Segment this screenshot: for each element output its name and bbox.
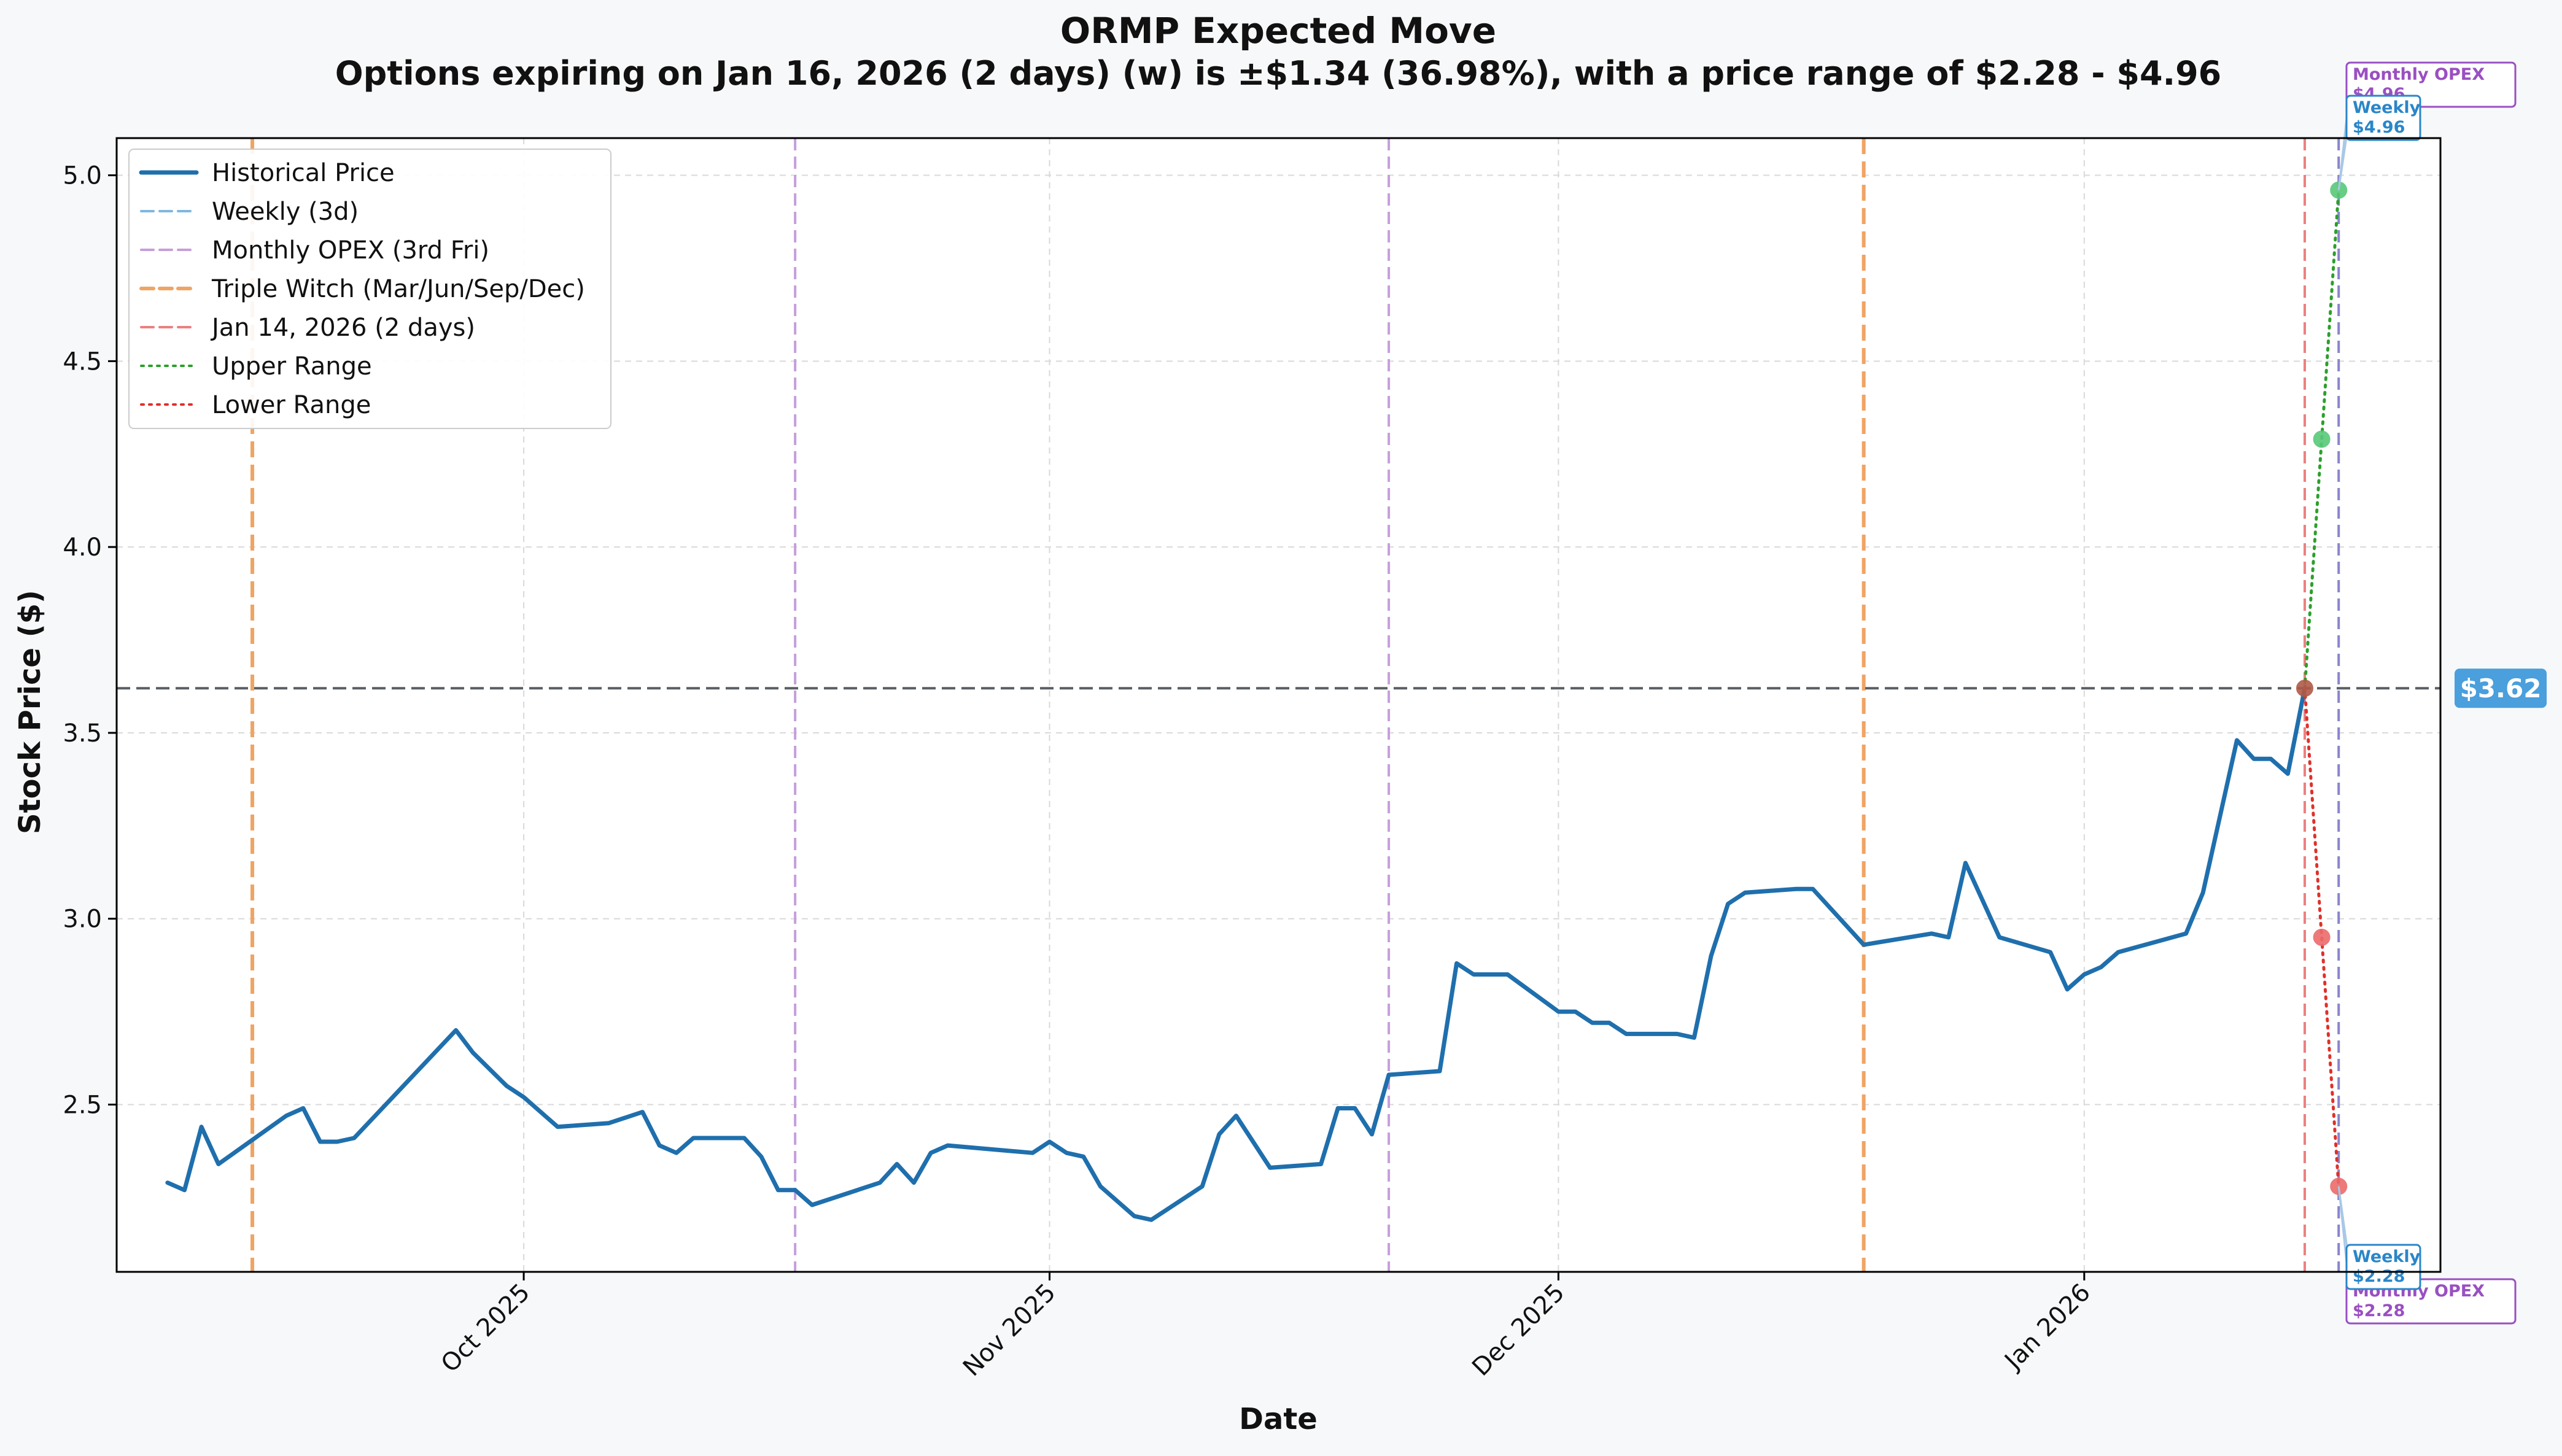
annotation-text: Weekly	[2353, 1247, 2421, 1266]
annotation-text: Weekly	[2353, 98, 2421, 117]
range-marker	[2313, 928, 2331, 946]
legend-label: Weekly (3d)	[212, 198, 359, 226]
y-tick-label: 5.0	[63, 162, 102, 190]
legend-box	[128, 149, 611, 429]
legend-label: Upper Range	[212, 352, 372, 381]
chart-subtitle: Options expiring on Jan 16, 2026 (2 days…	[335, 54, 2221, 93]
y-tick-label: 4.0	[63, 533, 102, 562]
legend-label: Lower Range	[212, 391, 371, 419]
legend-label: Monthly OPEX (3rd Fri)	[212, 236, 489, 265]
historical-price-line	[165, 686, 2307, 1222]
annotation-callout: Weekly$4.96	[2337, 95, 2421, 191]
annotation-callout: Weekly$2.28	[2337, 1186, 2421, 1290]
annotation-box	[2345, 1244, 2421, 1290]
range-marker	[2313, 430, 2331, 448]
current-price-badge	[2455, 668, 2547, 708]
annotation-box	[2345, 1278, 2517, 1325]
plot-border	[115, 137, 2442, 1273]
annotation-text: $2.28	[2353, 1267, 2405, 1286]
legend-label: Triple Witch (Mar/Jun/Sep/Dec)	[211, 275, 585, 303]
y-tick-label: 3.5	[63, 719, 102, 748]
legend: Historical Price Weekly (3d) Monthly OPEX …	[128, 149, 611, 429]
y-tick-label: 2.5	[63, 1091, 102, 1119]
y-tick-label: 4.5	[63, 347, 102, 376]
x-axis-label: Date	[1239, 1402, 1318, 1436]
annotation-text: $4.96	[2353, 118, 2405, 137]
annotation-text: $2.28	[2353, 1301, 2405, 1320]
legend-label: Jan 14, 2026 (2 days)	[210, 314, 475, 342]
range-marker	[2296, 680, 2313, 697]
y-axis-label: Stock Price ($)	[13, 590, 47, 834]
annotation-box	[2345, 95, 2421, 141]
chart-title: ORMP Expected Move	[1060, 10, 1496, 52]
legend-label: Historical Price	[212, 159, 395, 187]
annotation-text: Monthly OPEX	[2353, 65, 2485, 84]
current-price-label: $3.62	[2460, 673, 2542, 703]
y-tick-label: 3.0	[63, 905, 102, 934]
